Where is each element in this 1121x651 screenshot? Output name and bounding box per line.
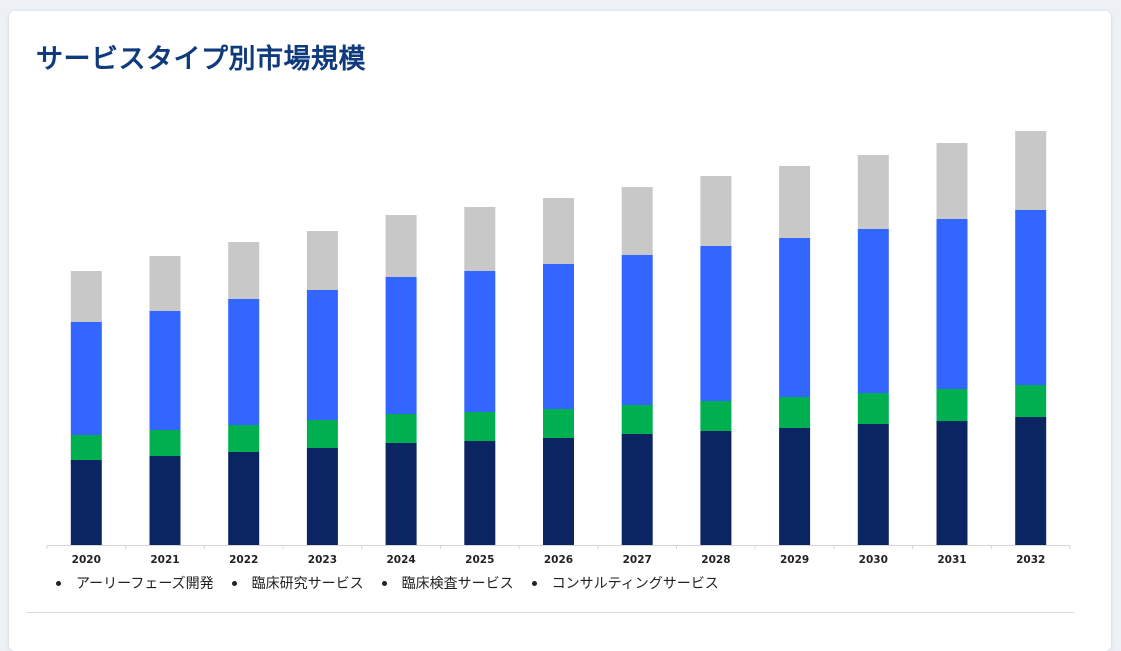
bar-segment-clinical-research-2021 (149, 430, 181, 456)
bar-segment-consulting-2020 (70, 271, 102, 322)
legend-bullet (381, 580, 387, 586)
bar-segment-clinical-research-2024 (385, 414, 417, 443)
legend-item-clinical-testing: 臨床検査サービス (381, 573, 514, 593)
bar-segment-consulting-2029 (779, 166, 811, 238)
bar-segment-clinical-research-2025 (464, 412, 496, 441)
bar-group (70, 131, 1047, 545)
x-tick-label-2020: 2020 (72, 554, 101, 566)
bar-segment-clinical-testing-2031 (936, 219, 968, 389)
bar-segment-consulting-2022 (228, 242, 260, 299)
x-tick-label-2032: 2032 (1016, 554, 1045, 566)
x-tick-label-2023: 2023 (308, 554, 337, 566)
bar-segment-early-phase-2025 (464, 441, 496, 545)
bar-segment-early-phase-2022 (228, 452, 260, 545)
bar-segment-early-phase-2026 (543, 438, 574, 545)
bar-segment-clinical-research-2027 (621, 405, 653, 434)
bottom-divider (26, 612, 1074, 613)
bar-segment-clinical-testing-2022 (228, 299, 260, 425)
bar-segment-early-phase-2032 (1015, 417, 1047, 545)
bar-segment-consulting-2031 (936, 143, 968, 219)
bar-segment-clinical-research-2031 (936, 389, 968, 421)
bar-segment-consulting-2026 (543, 198, 574, 264)
bar-segment-clinical-testing-2028 (700, 246, 732, 401)
x-tick-label-2027: 2027 (623, 554, 652, 566)
x-tick-labels: 2020 2021 2022 2023 2024 2025 2026 2027 2028 2029… (46, 545, 1071, 566)
bar-segment-early-phase-2023 (306, 448, 338, 545)
x-tick-label-2022: 2022 (229, 554, 258, 566)
bar-segment-clinical-testing-2021 (149, 311, 181, 430)
legend-item-clinical-research: 臨床研究サービス (231, 573, 364, 593)
bar-segment-clinical-research-2032 (1015, 385, 1047, 417)
legend-bullet (531, 580, 537, 586)
bar-segment-consulting-2021 (149, 256, 181, 311)
bar-segment-consulting-2024 (385, 215, 417, 277)
legend-label: 臨床検査サービス (401, 576, 514, 592)
bar-segment-clinical-testing-2020 (70, 322, 102, 435)
bar-segment-early-phase-2031 (936, 421, 968, 545)
bar-segment-early-phase-2029 (779, 428, 811, 545)
legend-label: アーリーフェーズ開発 (76, 576, 214, 592)
x-tick-label-2021: 2021 (150, 554, 179, 566)
bar-segment-early-phase-2020 (70, 460, 102, 545)
bar-segment-clinical-testing-2030 (857, 229, 889, 393)
bar-segment-early-phase-2027 (621, 434, 653, 545)
bar-segment-clinical-testing-2032 (1015, 210, 1047, 385)
chart-title: サービスタイプ別市場規模 (36, 44, 366, 75)
bar-segment-early-phase-2024 (385, 443, 417, 545)
stacked-bar-chart: 2020 2021 2022 2023 2024 2025 2026 2027 2028 2029… (46, 131, 1071, 566)
bar-segment-consulting-2032 (1015, 131, 1047, 210)
bar-segment-clinical-research-2023 (306, 420, 338, 448)
bar-segment-early-phase-2030 (857, 424, 889, 545)
x-tick-label-2030: 2030 (859, 554, 888, 566)
bar-segment-clinical-testing-2024 (385, 277, 417, 414)
x-tick-label-2026: 2026 (544, 554, 573, 566)
bar-segment-consulting-2028 (700, 176, 732, 246)
legend: アーリーフェーズ開発 臨床研究サービス 臨床検査サービス コンサルティングサービ… (56, 573, 737, 593)
bar-segment-clinical-testing-2023 (306, 290, 338, 420)
bar-segment-clinical-testing-2026 (543, 264, 574, 409)
bar-segment-consulting-2030 (857, 155, 889, 229)
bar-segment-clinical-testing-2025 (464, 271, 496, 412)
bar-segment-clinical-testing-2027 (621, 255, 653, 405)
bar-segment-early-phase-2021 (149, 456, 181, 545)
bar-segment-clinical-research-2022 (228, 425, 260, 452)
x-tick-label-2024: 2024 (386, 554, 415, 566)
x-tick-label-2025: 2025 (465, 554, 494, 566)
legend-item-early-phase: アーリーフェーズ開発 (56, 573, 214, 593)
bar-segment-consulting-2023 (306, 231, 338, 290)
legend-item-consulting: コンサルティングサービス (531, 573, 719, 593)
bar-segment-clinical-research-2030 (857, 393, 889, 424)
x-tick-label-2029: 2029 (780, 554, 809, 566)
legend-bullet (56, 580, 61, 586)
bar-segment-early-phase-2028 (700, 431, 732, 545)
bar-segment-clinical-research-2026 (543, 409, 574, 438)
bar-segment-clinical-research-2020 (70, 435, 102, 460)
x-tick-label-2031: 2031 (937, 554, 966, 566)
bar-segment-clinical-testing-2029 (779, 238, 811, 397)
bar-segment-consulting-2025 (464, 207, 496, 271)
x-tick-label-2028: 2028 (701, 554, 730, 566)
legend-label: 臨床研究サービス (251, 576, 364, 592)
bar-segment-clinical-research-2028 (700, 401, 732, 431)
bar-segment-consulting-2027 (621, 187, 653, 255)
legend-bullet (231, 580, 237, 586)
bar-segment-clinical-research-2029 (779, 397, 811, 428)
legend-label: コンサルティングサービス (551, 576, 719, 592)
